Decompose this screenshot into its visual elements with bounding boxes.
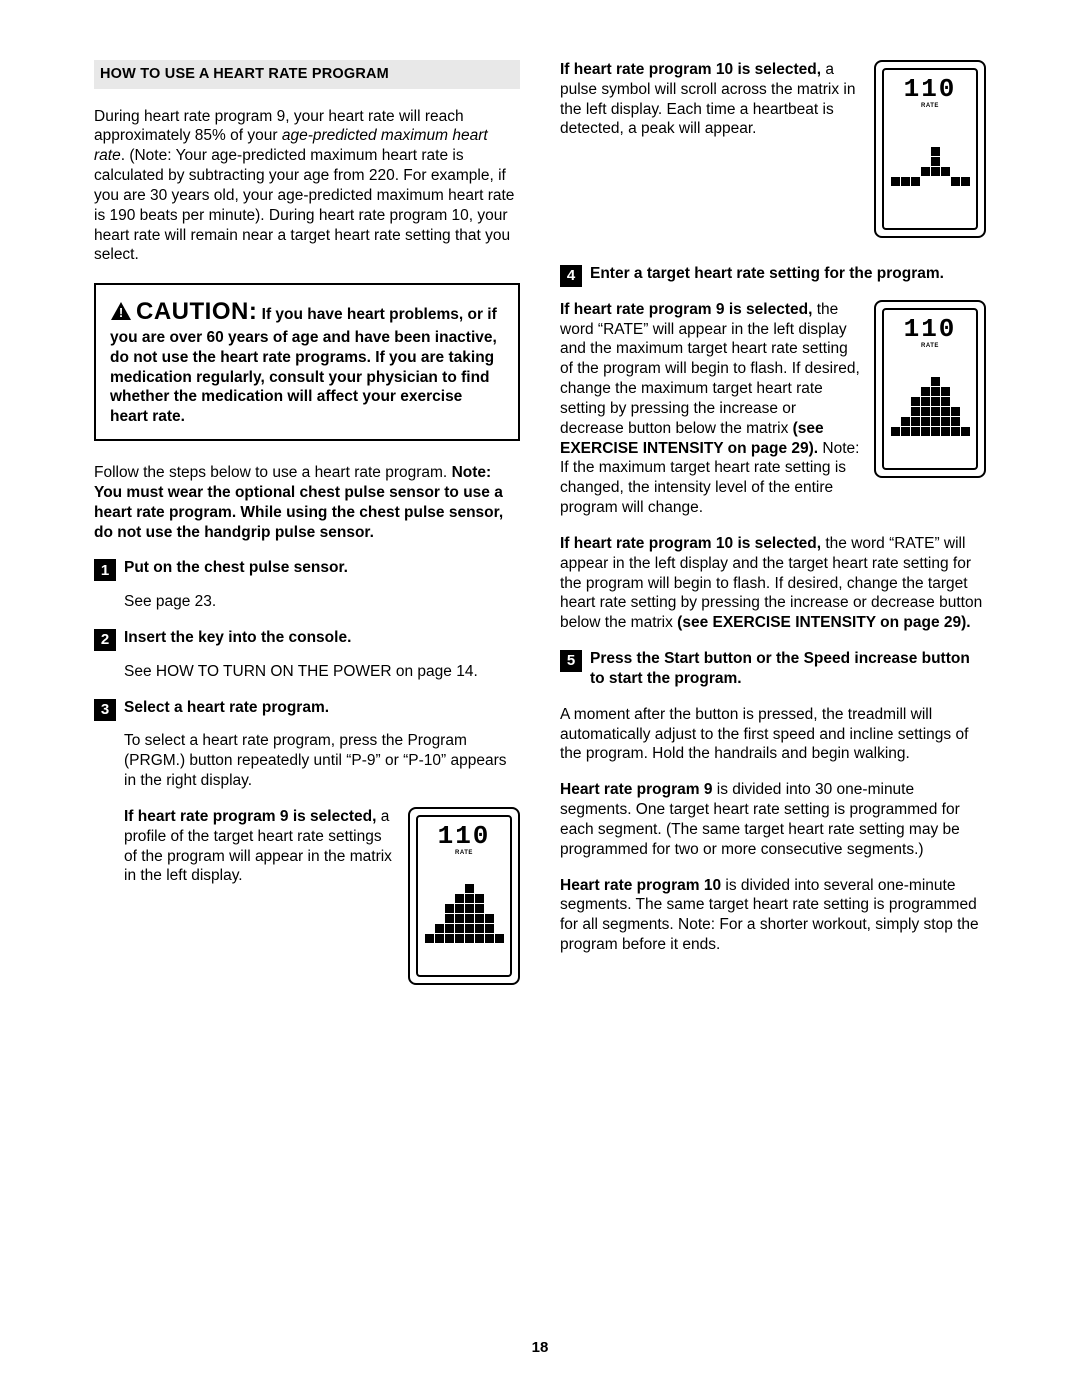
step-body: Put on the chest pulse sensor. (124, 558, 520, 588)
step-4-p9-rest: the word “RATE” will appear in the left … (560, 301, 860, 437)
caution-title: CAUTION: (136, 298, 257, 325)
step-3-p10-block: 110 RATE If heart rate program 10 is sel… (560, 60, 986, 246)
step-2: 2 Insert the key into the console. (94, 628, 520, 658)
step-3-p10-bold: If heart rate program 10 is selected, (560, 61, 821, 78)
lcd-rate-label: RATE (921, 103, 939, 111)
right-column: 110 RATE If heart rate program 10 is sel… (560, 60, 986, 993)
section-header: HOW TO USE A HEART RATE PROGRAM (94, 60, 520, 89)
step-number: 3 (94, 699, 116, 721)
lcd-matrix (891, 357, 970, 436)
lcd-display-profile2: 110 RATE (874, 300, 986, 478)
page-number: 18 (0, 1338, 1080, 1357)
step-3: 3 Select a heart rate program. (94, 698, 520, 728)
step-body: Press the Start button or the Speed incr… (590, 649, 986, 699)
follow-text: Follow the steps below to use a heart ra… (94, 464, 447, 481)
step-4-p10: If heart rate program 10 is selected, th… (560, 534, 986, 633)
step-body: Enter a target heart rate setting for th… (590, 264, 986, 294)
lcd-matrix (425, 864, 504, 943)
step-1-text: See page 23. (124, 592, 520, 612)
step-5-hr9-bold: Heart rate program 9 (560, 781, 712, 798)
intro-text-2: . (Note: Your age-predicted maximum hear… (94, 147, 514, 263)
lcd-rate-label: RATE (921, 343, 939, 351)
step-1: 1 Put on the chest pulse sensor. (94, 558, 520, 588)
columns: HOW TO USE A HEART RATE PROGRAM During h… (94, 60, 986, 993)
svg-text:!: ! (119, 305, 123, 320)
step-3-p9-bold: If heart rate program 9 is selected, (124, 808, 376, 825)
caution-box: ! CAUTION: If you have heart prob­lems, … (94, 283, 520, 441)
warning-icon: ! (110, 301, 132, 327)
step-5-hr9: Heart rate program 9 is divided into 30 … (560, 780, 986, 859)
step-title: Insert the key into the console. (124, 628, 520, 648)
step-5-text1: A moment after the button is pressed, th… (560, 705, 986, 764)
lcd-value: 110 (904, 76, 957, 102)
intro-paragraph: During heart rate program 9, your heart … (94, 107, 520, 266)
follow-paragraph: Follow the steps below to use a heart ra… (94, 463, 520, 542)
page: HOW TO USE A HEART RATE PROGRAM During h… (0, 0, 1080, 1397)
lcd-rate-label: RATE (455, 850, 473, 858)
step-2-text: See HOW TO TURN ON THE POWER on page 14. (124, 662, 520, 682)
step-4-p10-bold: If heart rate program 10 is selected, (560, 535, 821, 552)
step-4-p10-bold2: (see EXERCISE INTENSITY on page 29). (677, 614, 970, 631)
step-number: 1 (94, 559, 116, 581)
step-title: Press the Start button or the Speed incr… (590, 649, 986, 689)
step-4-p9-bold: If heart rate program 9 is selected, (560, 301, 812, 318)
left-column: HOW TO USE A HEART RATE PROGRAM During h… (94, 60, 520, 993)
step-5: 5 Press the Start button or the Speed in… (560, 649, 986, 699)
step-5-hr10: Heart rate program 10 is divided into se… (560, 876, 986, 955)
lcd-display-pulse: 110 RATE (874, 60, 986, 238)
step-title: Enter a target heart rate setting for th… (590, 264, 986, 284)
step-4-p9-block: 110 RATE If heart rate program 9 is sele… (560, 300, 986, 534)
step-number: 4 (560, 265, 582, 287)
step-3-text: To select a heart rate program, press th… (124, 731, 520, 790)
step-3-p9-block: 110 RATE If heart rate program 9 is sele… (124, 807, 520, 993)
step-title: Select a heart rate program. (124, 698, 520, 718)
lcd-value: 110 (438, 823, 491, 849)
step-title: Put on the chest pulse sensor. (124, 558, 520, 578)
lcd-display-profile: 110 RATE (408, 807, 520, 985)
step-5-hr10-bold: Heart rate program 10 (560, 877, 721, 894)
step-number: 5 (560, 650, 582, 672)
lcd-matrix (891, 117, 970, 196)
step-4: 4 Enter a target heart rate setting for … (560, 264, 986, 294)
lcd-value: 110 (904, 316, 957, 342)
step-body: Insert the key into the console. (124, 628, 520, 658)
step-number: 2 (94, 629, 116, 651)
step-body: Select a heart rate program. (124, 698, 520, 728)
